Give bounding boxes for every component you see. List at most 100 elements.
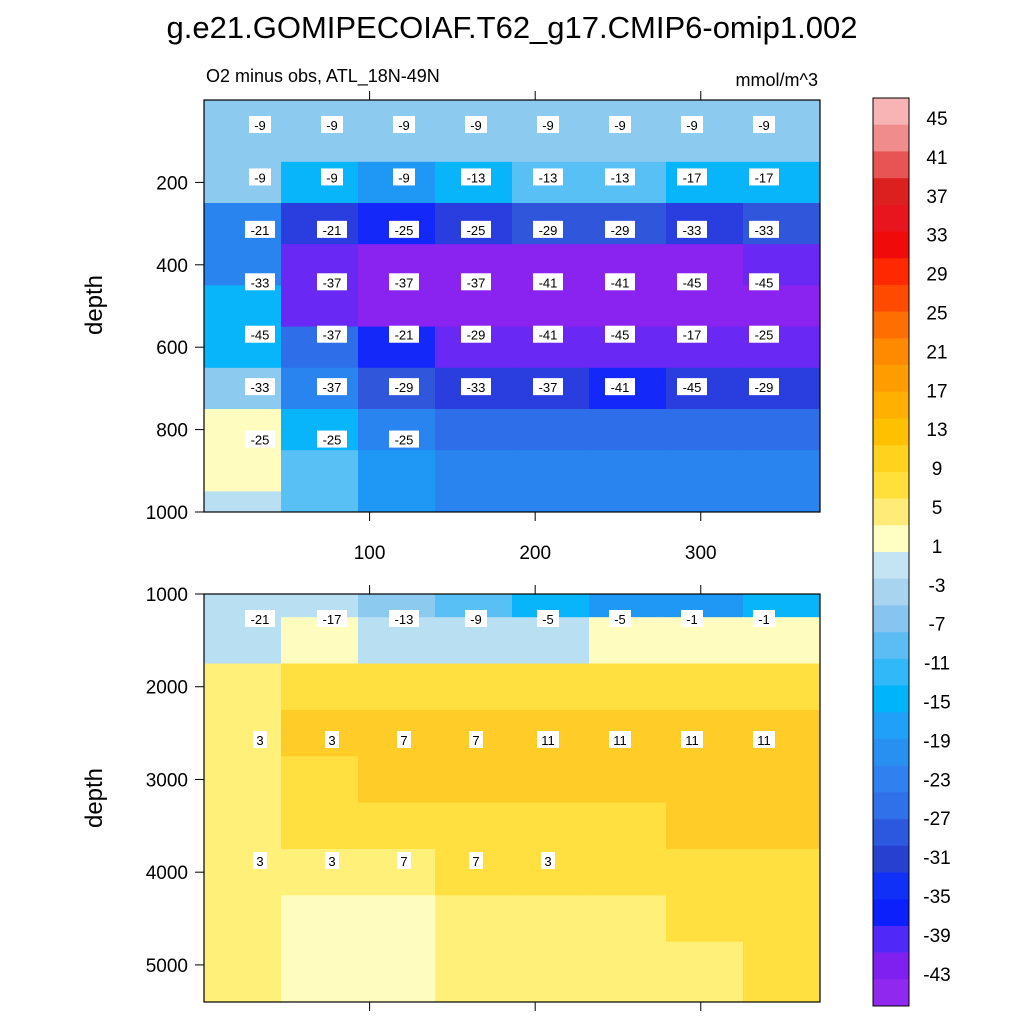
panel2-cell xyxy=(358,802,436,850)
panel2-contour-label: 7 xyxy=(472,733,479,748)
panel1-contour-label-bg xyxy=(317,430,347,448)
panel2-contour-label: -1 xyxy=(758,612,770,627)
panel2-contour-label: 11 xyxy=(685,733,699,748)
panel1-contour-label-bg xyxy=(321,116,343,133)
panel2-cell xyxy=(666,849,744,896)
panel2-contour-label: 3 xyxy=(328,733,335,748)
panel1-contour-label-bg xyxy=(461,325,491,343)
panel2-cell xyxy=(589,895,667,943)
panel1-contour-label-bg xyxy=(317,325,347,343)
panel1-contour-label: -33 xyxy=(467,380,486,395)
panel1-contour-label-bg xyxy=(605,168,635,186)
colorbar-swatch xyxy=(873,471,909,499)
colorbar-label: -39 xyxy=(923,926,950,947)
panel2-contour-label-bg xyxy=(681,610,703,627)
panel1-cell xyxy=(666,285,744,328)
panel2-cell xyxy=(435,895,513,943)
panel2-contour-label: 11 xyxy=(541,733,555,748)
panel2-cell xyxy=(281,663,359,711)
panel1-contour-label: -9 xyxy=(254,170,266,185)
panel2-ytick-label: 2000 xyxy=(146,678,188,699)
panel1-ytick-label: 600 xyxy=(156,338,188,359)
panel1-cell xyxy=(204,491,282,513)
colorbar-label: 1 xyxy=(932,537,943,558)
panel1-contour-label-bg xyxy=(389,430,419,448)
panel1-contour-label-bg xyxy=(245,378,275,396)
panel1-contour-label-bg xyxy=(681,116,703,133)
panel1-contour-label: -37 xyxy=(323,275,342,290)
panel1-contour-label-bg xyxy=(461,273,491,291)
panel1-contour-label: -29 xyxy=(467,328,486,343)
panel1-cell xyxy=(435,285,513,328)
panel2-cell xyxy=(204,756,282,804)
panel1-contour-label-bg xyxy=(533,220,563,238)
panel1-cell xyxy=(589,409,667,451)
panel1-contour-label-bg xyxy=(605,273,635,291)
panel1-contour-label-bg xyxy=(749,168,779,186)
panel2-cell xyxy=(358,895,436,943)
panel2-contour-label: 3 xyxy=(328,854,335,869)
panel1-ytick-label: 400 xyxy=(156,256,188,277)
panel2-contour-label: 11 xyxy=(613,733,627,748)
panel1-contour-label-bg xyxy=(249,168,271,186)
panel2-cell xyxy=(743,802,821,850)
colorbar-label: -31 xyxy=(923,848,950,869)
colorbar-label: 33 xyxy=(926,226,947,247)
panel1-frame xyxy=(203,99,821,513)
panel1-contour-label: -9 xyxy=(542,118,554,133)
panel2-cell xyxy=(281,895,359,943)
panel1-cell xyxy=(512,491,590,513)
panel2-contour-label-bg xyxy=(397,731,411,748)
panel1-contour-label-bg xyxy=(749,378,779,396)
colorbar-label: 13 xyxy=(926,420,947,441)
panel1-contour-label: -9 xyxy=(398,118,410,133)
panel2-cell xyxy=(281,849,359,896)
panel1-contour-label: -45 xyxy=(683,275,702,290)
panel2-cell xyxy=(358,849,436,896)
panel1-contour-label: -45 xyxy=(611,328,630,343)
panel1-contour-label: -37 xyxy=(323,380,342,395)
panel1-contour-label: -29 xyxy=(539,223,558,238)
panel2-cell xyxy=(435,663,513,711)
panel1-contour-label-bg xyxy=(537,116,559,133)
colorbar-swatch xyxy=(873,98,909,126)
panel1-cell xyxy=(666,450,744,492)
panel2-contour-label-bg xyxy=(681,731,703,748)
panel1-contour-label-bg xyxy=(461,220,491,238)
panel2-contour-label: 7 xyxy=(400,854,407,869)
colorbar-swatch xyxy=(873,658,909,686)
panel2-cell xyxy=(589,594,667,618)
panel1-contour-label: -13 xyxy=(467,170,486,185)
panel1-contour-label-bg xyxy=(609,116,631,133)
panel1-contour-label-bg xyxy=(393,168,415,186)
colorbar-label: -35 xyxy=(923,887,950,908)
colorbar-swatch xyxy=(873,872,909,900)
colorbar-swatch xyxy=(873,311,909,339)
colorbar-swatch xyxy=(873,204,909,232)
panel1-contour-label: -41 xyxy=(611,380,630,395)
panel1-contour-label: -25 xyxy=(323,433,342,448)
panel2-contour-label-bg xyxy=(397,852,411,869)
panel2-cell xyxy=(358,709,436,757)
panel2-contour-label-bg xyxy=(609,610,631,627)
panel1-contour-label: -21 xyxy=(395,328,414,343)
colorbar-swatch xyxy=(873,899,909,927)
panel1-contour-label: -45 xyxy=(251,328,270,343)
panel1-contour-label-bg xyxy=(245,430,275,448)
panel1-cell xyxy=(281,161,359,204)
panel1-contour-label-bg xyxy=(393,116,415,133)
panel2-cell xyxy=(358,756,436,804)
panel1-cell xyxy=(204,450,282,492)
panel2-contour-label-bg xyxy=(325,731,339,748)
colorbar-label: 45 xyxy=(926,109,947,130)
panel1-contour-label-bg xyxy=(389,273,419,291)
panel1-contour-label: -9 xyxy=(326,118,338,133)
panel2-ytick-label: 1000 xyxy=(146,585,188,606)
panel2-contour-label-bg xyxy=(253,731,267,748)
panel1-ytick-label: 200 xyxy=(156,173,188,194)
colorbar-swatch xyxy=(873,605,909,633)
colorbar-swatch xyxy=(873,952,909,980)
panel1-contour-label-bg xyxy=(249,116,271,133)
panel2-contour-label-bg xyxy=(465,610,487,627)
